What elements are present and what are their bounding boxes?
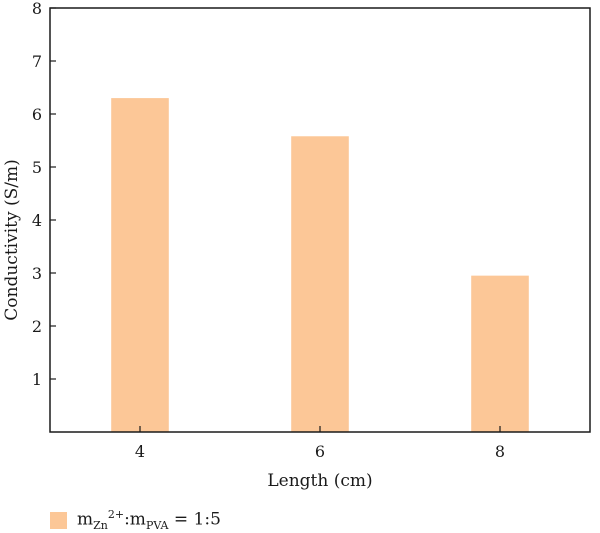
x-tick-label: 8: [495, 442, 505, 461]
bar-4: [111, 98, 169, 432]
y-tick-label: 4: [32, 211, 42, 230]
x-tick-label: 4: [135, 442, 145, 461]
y-tick-label: 1: [32, 370, 42, 389]
x-axis-ticks: 4 6 8: [135, 426, 505, 461]
y-tick-label: 2: [32, 317, 42, 336]
y-tick-label: 6: [32, 105, 42, 124]
bar-6: [291, 136, 349, 432]
legend-swatch: [50, 511, 67, 529]
y-tick-label: 7: [32, 52, 42, 71]
legend: mZn2+:mPVA = 1:5: [50, 508, 221, 532]
bars-group: [111, 98, 529, 432]
bar-8: [471, 275, 529, 432]
y-axis-ticks: 1 2 3 4 5 6 7 8: [32, 0, 56, 389]
y-tick-label: 8: [32, 0, 42, 18]
x-axis-title: Length (cm): [267, 471, 372, 491]
plot-frame: [49, 7, 591, 433]
y-axis-title: Conductivity (S/m): [2, 159, 22, 320]
legend-label: mZn2+:mPVA = 1:5: [77, 508, 221, 533]
y-tick-label: 5: [32, 158, 42, 177]
x-tick-label: 6: [315, 442, 325, 461]
y-tick-label: 3: [32, 264, 42, 283]
